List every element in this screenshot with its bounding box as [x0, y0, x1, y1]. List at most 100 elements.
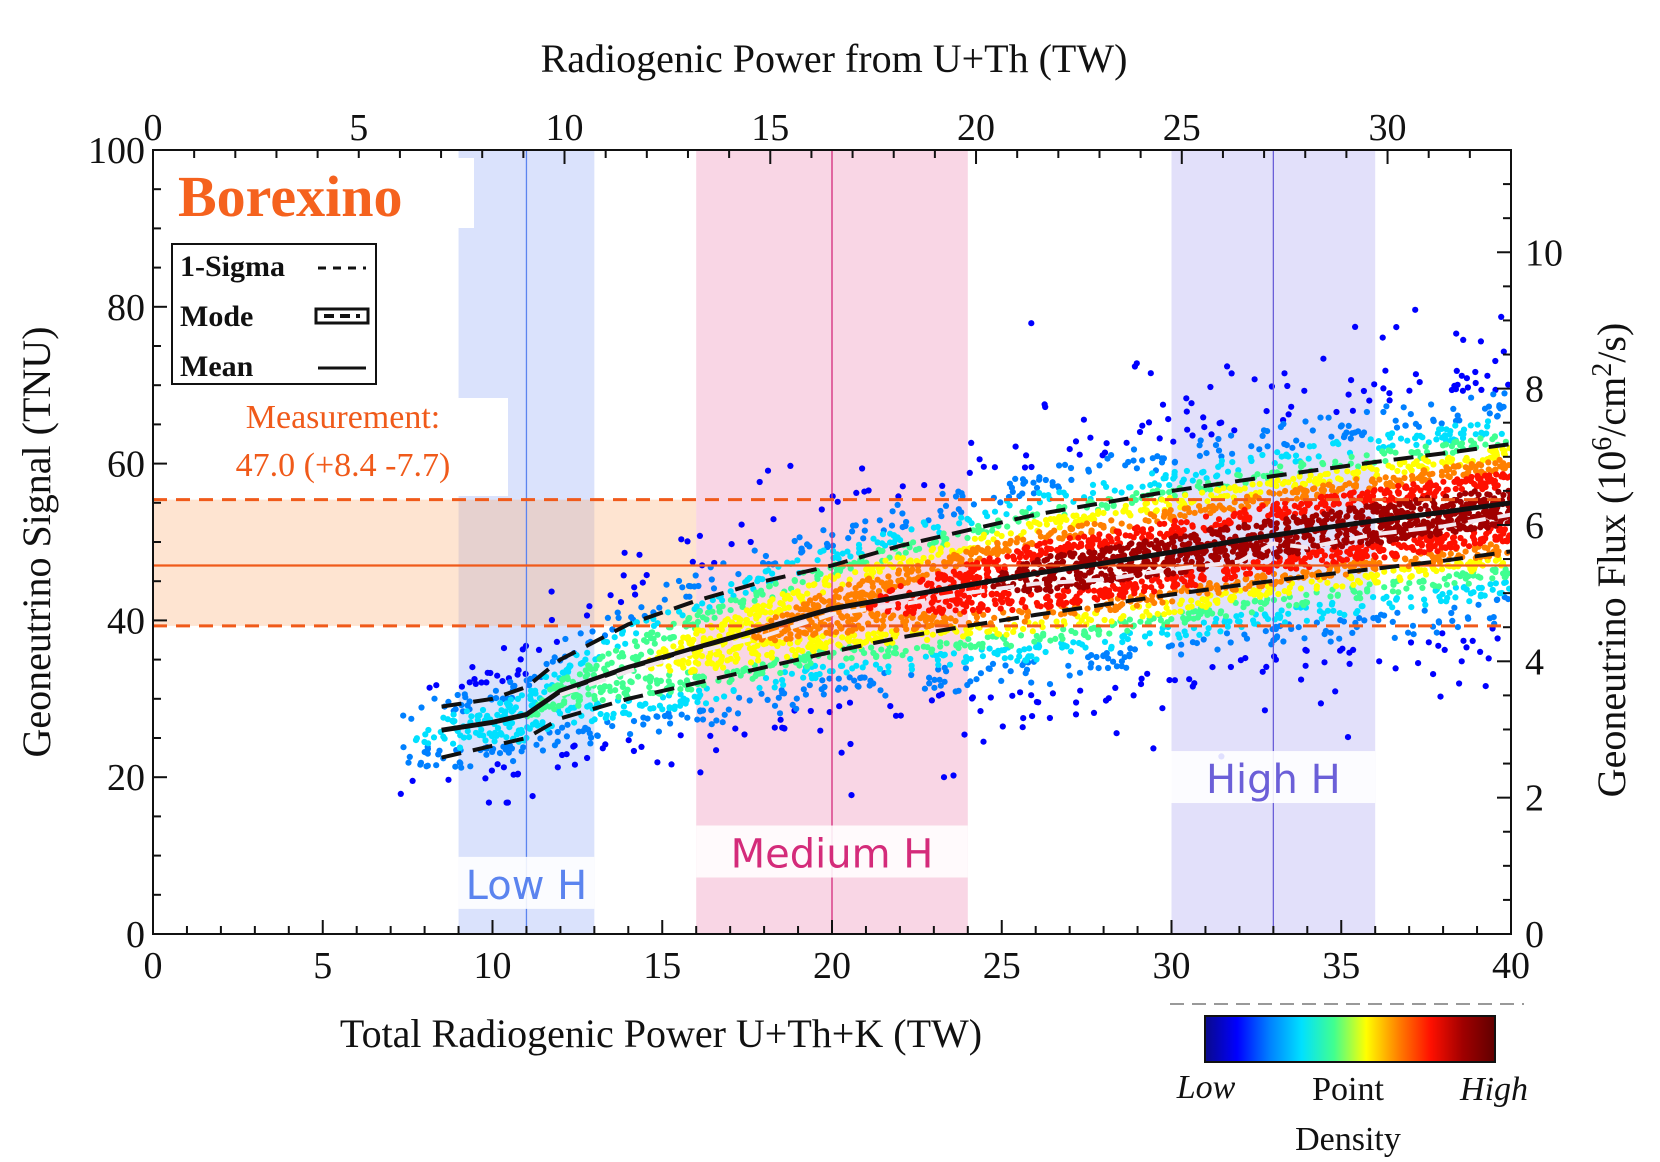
scatter-point: [678, 711, 685, 718]
scatter-point: [742, 589, 749, 596]
scatter-point: [991, 614, 998, 622]
scatter-point: [1220, 485, 1227, 492]
scatter-point: [1005, 548, 1012, 555]
scatter-point: [1181, 513, 1188, 520]
scatter-point: [764, 651, 771, 659]
scatter-point: [787, 462, 794, 469]
scatter-point: [539, 747, 547, 754]
scatter-point: [1146, 640, 1153, 647]
scatter-point: [823, 629, 830, 636]
scatter-point: [1494, 635, 1501, 642]
scatter-point: [1147, 370, 1154, 377]
scatter-point: [1148, 526, 1155, 533]
scatter-point: [452, 763, 459, 770]
scatter-point: [984, 634, 991, 641]
scatter-point: [1222, 613, 1230, 620]
scatter-point: [925, 517, 932, 524]
scatter-point: [1250, 587, 1257, 594]
scatter-point: [1452, 417, 1460, 425]
scatter-point: [721, 693, 728, 700]
scatter-point: [1104, 455, 1111, 462]
scatter-point: [661, 635, 668, 642]
scatter-point: [1289, 489, 1296, 496]
scatter-point: [768, 654, 776, 661]
scatter-point: [1096, 462, 1103, 469]
scatter-point: [494, 725, 502, 732]
scatter-point: [527, 696, 534, 703]
scatter-point: [1451, 604, 1458, 611]
scatter-point: [711, 614, 718, 621]
scatter-point: [1392, 417, 1399, 424]
scatter-point: [1389, 618, 1396, 626]
scatter-point: [1070, 512, 1077, 520]
scatter-point: [1188, 597, 1195, 604]
scatter-point: [1126, 651, 1133, 658]
scatter-point: [730, 687, 737, 694]
scatter-point: [466, 679, 473, 686]
scatter-point: [1381, 554, 1388, 561]
scatter-point: [1421, 596, 1428, 603]
scatter-point: [1076, 669, 1084, 676]
scatter-point: [1405, 629, 1412, 636]
scatter-point: [922, 521, 929, 528]
scatter-point: [1395, 490, 1402, 497]
scatter-point: [710, 585, 718, 592]
scatter-point: [1192, 608, 1199, 615]
scatter-point: [1082, 611, 1089, 618]
scatter-point: [663, 581, 670, 588]
scatter-point: [1161, 520, 1168, 527]
scatter-point: [1191, 680, 1198, 687]
scatter-point: [884, 647, 892, 655]
scatter-point: [1467, 422, 1474, 429]
scatter-point: [1337, 423, 1344, 430]
scatter-point: [878, 646, 885, 653]
scatter-point: [1355, 463, 1362, 470]
scatter-point: [1458, 372, 1465, 379]
scatter-point: [1383, 403, 1390, 410]
scatter-point: [804, 590, 811, 597]
scatter-point: [957, 639, 964, 647]
scatter-point: [846, 674, 853, 681]
scatter-point: [1308, 578, 1315, 585]
scatter-point: [1007, 654, 1014, 661]
scatter-point: [1112, 603, 1119, 610]
scatter-point: [1430, 671, 1437, 678]
scatter-point: [559, 676, 566, 684]
scatter-point: [1161, 611, 1168, 618]
scatter-point: [1042, 403, 1049, 411]
scatter-point: [671, 703, 679, 710]
scatter-point: [862, 518, 869, 525]
scatter-point: [1450, 534, 1458, 541]
scatter-point: [1076, 451, 1083, 458]
scatter-point: [1494, 413, 1501, 420]
scatter-point: [494, 672, 501, 679]
scatter-point: [1192, 471, 1199, 478]
scatter-point: [614, 609, 621, 616]
scatter-point: [1149, 455, 1156, 462]
scatter-point: [500, 743, 507, 750]
scatter-point: [615, 614, 622, 622]
scatter-point: [1089, 489, 1097, 497]
scatter-point: [903, 571, 911, 578]
scatter-point: [1016, 653, 1023, 660]
scatter-point: [1224, 492, 1231, 499]
scatter-point: [1057, 519, 1064, 526]
scatter-point: [1415, 660, 1422, 667]
scatter-point: [754, 578, 761, 585]
scatter-point: [642, 700, 649, 707]
scatter-point: [1065, 662, 1072, 669]
scatter-point: [1002, 662, 1009, 669]
scatter-point: [1425, 639, 1432, 646]
scatter-point: [766, 583, 773, 590]
scatter-point: [1139, 613, 1146, 620]
scatter-point: [1377, 611, 1385, 618]
scatter-point: [1493, 543, 1500, 551]
scatter-point: [561, 698, 568, 705]
scatter-point: [956, 520, 963, 527]
scatter-point: [764, 467, 772, 474]
scatter-point: [1166, 502, 1173, 509]
scatter-point: [1415, 423, 1422, 430]
scatter-point: [1305, 455, 1312, 462]
scatter-point: [1401, 469, 1408, 476]
